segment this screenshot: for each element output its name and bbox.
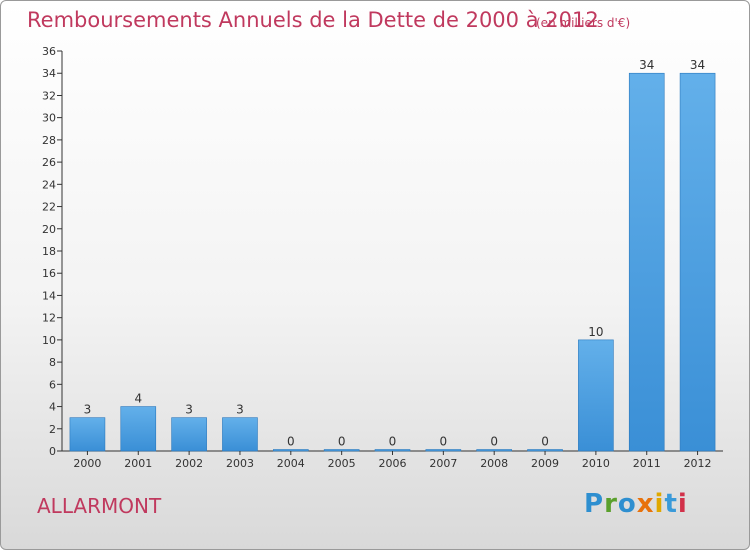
x-tick-label: 2010 — [582, 457, 610, 470]
bar — [425, 449, 462, 452]
proxiti-logo: Proxiti — [584, 489, 688, 519]
y-tick-label: 24 — [42, 178, 56, 191]
y-tick-label: 22 — [42, 201, 56, 214]
y-tick-label: 8 — [49, 356, 56, 369]
y-tick-label: 4 — [49, 401, 56, 414]
y-tick-label: 14 — [42, 289, 56, 302]
bar — [222, 417, 258, 452]
bar — [476, 449, 512, 452]
bar — [374, 449, 411, 452]
y-tick-label: 2 — [49, 423, 56, 436]
data-label: 3 — [84, 403, 92, 417]
bar — [120, 406, 157, 452]
bar — [578, 339, 614, 452]
commune-name: ALLARMONT — [37, 494, 162, 518]
chart-subtitle: (en milliers d'€) — [536, 16, 631, 30]
y-tick-label: 0 — [49, 445, 56, 458]
bar — [628, 72, 665, 452]
y-tick-label: 32 — [42, 89, 56, 102]
x-tick-label: 2000 — [73, 457, 101, 470]
y-tick-label: 26 — [42, 156, 56, 169]
x-tick-label: 2007 — [429, 457, 457, 470]
x-tick-label: 2005 — [328, 457, 356, 470]
data-label: 0 — [440, 435, 448, 449]
data-label: 0 — [389, 435, 397, 449]
y-tick-label: 12 — [42, 312, 56, 325]
data-label: 0 — [490, 435, 498, 449]
x-tick-label: 2006 — [379, 457, 407, 470]
y-tick-label: 6 — [49, 378, 56, 391]
x-tick-label: 2004 — [277, 457, 305, 470]
data-label: 4 — [134, 392, 142, 406]
bar — [69, 417, 106, 452]
data-label: 34 — [690, 58, 705, 72]
y-tick-label: 30 — [42, 112, 56, 125]
y-tick-label: 20 — [42, 223, 56, 236]
data-label: 34 — [639, 58, 654, 72]
x-tick-label: 2008 — [480, 457, 508, 470]
x-tick-label: 2002 — [175, 457, 203, 470]
y-tick-label: 36 — [42, 45, 56, 58]
bar — [527, 449, 563, 452]
x-tick-label: 2011 — [633, 457, 661, 470]
y-tick-label: 16 — [42, 267, 56, 280]
bar — [273, 449, 309, 452]
chart-title: Remboursements Annuels de la Dette de 20… — [27, 8, 599, 32]
y-tick-label: 18 — [42, 245, 56, 258]
y-tick-label: 28 — [42, 134, 56, 147]
y-tick-label: 34 — [42, 67, 56, 80]
data-label: 0 — [338, 435, 346, 449]
y-tick-label: 10 — [42, 334, 56, 347]
data-label: 10 — [588, 325, 603, 339]
data-label: 3 — [236, 403, 244, 417]
data-label: 0 — [541, 435, 549, 449]
x-tick-label: 2003 — [226, 457, 254, 470]
data-label: 3 — [185, 403, 193, 417]
x-tick-label: 2012 — [684, 457, 712, 470]
bar — [171, 417, 207, 452]
x-tick-label: 2009 — [531, 457, 559, 470]
data-label: 0 — [287, 435, 295, 449]
bar — [323, 449, 360, 452]
bar — [679, 72, 716, 452]
x-tick-label: 2001 — [124, 457, 152, 470]
